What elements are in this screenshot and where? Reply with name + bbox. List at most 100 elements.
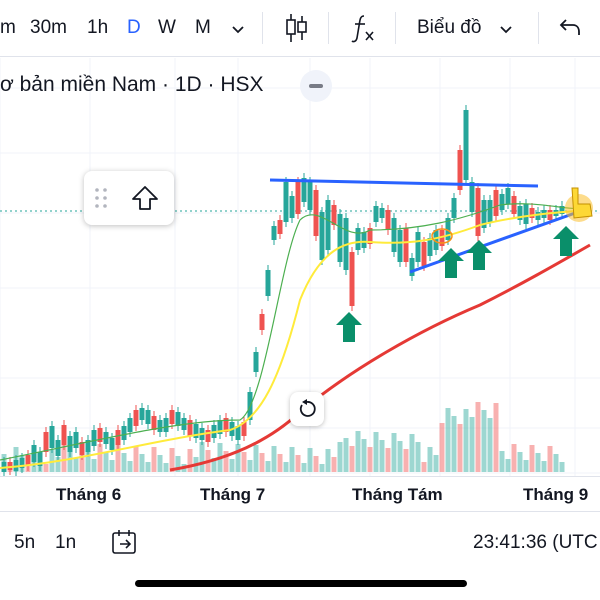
volume-bar [223, 451, 229, 472]
candle-body [445, 218, 451, 240]
candle-body [43, 432, 49, 452]
range-1d[interactable]: 1n [55, 532, 77, 553]
volume-bar [19, 455, 25, 472]
x-label: Tháng 9 [523, 485, 589, 504]
symbol-title[interactable]: ơ bản miền Nam · 1D · HSX [0, 73, 264, 96]
candle-body [67, 436, 73, 452]
candle-body [559, 206, 565, 214]
candle-body [331, 205, 337, 225]
candle-body [235, 426, 241, 440]
volume-bar [313, 456, 319, 472]
volume-bar [175, 456, 181, 472]
toolbar-border [0, 56, 600, 57]
chevron-down-icon[interactable] [498, 18, 514, 46]
candle-body [325, 200, 331, 250]
floating-drawing-toolbar [84, 171, 174, 225]
interval-day[interactable]: D [127, 17, 141, 38]
volume-bar [307, 448, 313, 472]
volume-bar [523, 460, 529, 472]
fx-icon[interactable] [350, 12, 376, 53]
volume-bar [49, 449, 55, 472]
candle-body [187, 420, 193, 436]
volume-bar [115, 445, 121, 472]
undo-icon[interactable] [558, 16, 582, 47]
candle-body [283, 182, 289, 222]
candle-body [79, 442, 85, 455]
volume-bar [103, 452, 109, 472]
volume-bar [469, 417, 475, 472]
toolbar-divider [395, 12, 396, 44]
volume-bar [427, 447, 433, 472]
candle-body [493, 190, 499, 216]
volume-bar [439, 423, 445, 472]
candle-body [271, 226, 277, 240]
volume-bar [337, 442, 343, 472]
candle-body [481, 200, 487, 228]
candle-body [517, 206, 523, 220]
candle-body [427, 238, 433, 256]
collapse-legend-button[interactable] [300, 70, 332, 102]
interval-minutes[interactable]: m [0, 17, 16, 38]
candle-body [109, 438, 115, 450]
candle-body [61, 425, 67, 445]
arrow-up-icon [438, 248, 464, 278]
volume-bar [55, 457, 61, 472]
candle-body [409, 258, 415, 276]
volume-bar [127, 461, 133, 472]
candle-body [7, 462, 13, 470]
volume-bar [373, 432, 379, 472]
volume-bar [253, 445, 259, 472]
interval-week[interactable]: W [158, 17, 176, 38]
chevron-down-icon[interactable] [230, 18, 246, 46]
volume-bar [25, 463, 31, 472]
candle-body [397, 230, 403, 262]
volume-bar [463, 409, 469, 472]
x-label: Tháng Tám [352, 485, 443, 504]
volume-bar [505, 459, 511, 472]
range-5d[interactable]: 5n [14, 532, 36, 553]
candle-body [127, 418, 133, 432]
volume-bar [409, 434, 415, 472]
volume-bar [433, 455, 439, 472]
candle-body [277, 220, 283, 234]
volume-bar [361, 439, 367, 472]
candle-body [529, 208, 535, 218]
volume-bar [109, 460, 115, 472]
interval-30m[interactable]: 30m [30, 17, 67, 38]
volume-bar [235, 444, 241, 472]
candle-body [415, 232, 421, 262]
volume-bar [331, 457, 337, 472]
volume-bar [367, 447, 373, 472]
candle-body [115, 430, 121, 445]
go-to-date-icon[interactable] [110, 527, 140, 565]
volume-bar [97, 444, 103, 472]
candle-body [13, 460, 19, 471]
chart-type-menu[interactable]: Biểu đồ [417, 17, 482, 38]
candle-body [175, 412, 181, 426]
candle-body [85, 440, 91, 452]
resistance-trendline [269, 178, 539, 188]
reset-chart-button[interactable] [290, 392, 324, 426]
candle-body [259, 314, 265, 330]
interval-1h[interactable]: 1h [87, 17, 109, 38]
candle-body [49, 426, 55, 448]
drag-handle-icon[interactable] [94, 187, 108, 209]
arrow-up-icon [336, 312, 362, 342]
volume-bar [85, 451, 91, 472]
arrow-up-icon[interactable] [130, 183, 160, 213]
candle-body [355, 228, 361, 250]
arrow-up-icon [466, 240, 492, 270]
candle-body [169, 410, 175, 424]
clock-time[interactable]: 23:41:36 (UTC [473, 532, 598, 553]
volume-bar [487, 418, 493, 472]
candle-body [205, 430, 211, 442]
interval-month[interactable]: M [195, 17, 211, 38]
candle-body [295, 182, 301, 214]
volume-bar [133, 446, 139, 472]
volume-bar [145, 462, 151, 472]
volume-bar [517, 452, 523, 472]
volume-bar [385, 448, 391, 472]
price-chart[interactable] [0, 58, 600, 510]
top-toolbar: m 30m 1h D W M Biểu đồ [0, 0, 600, 56]
candles-icon[interactable] [284, 12, 308, 53]
